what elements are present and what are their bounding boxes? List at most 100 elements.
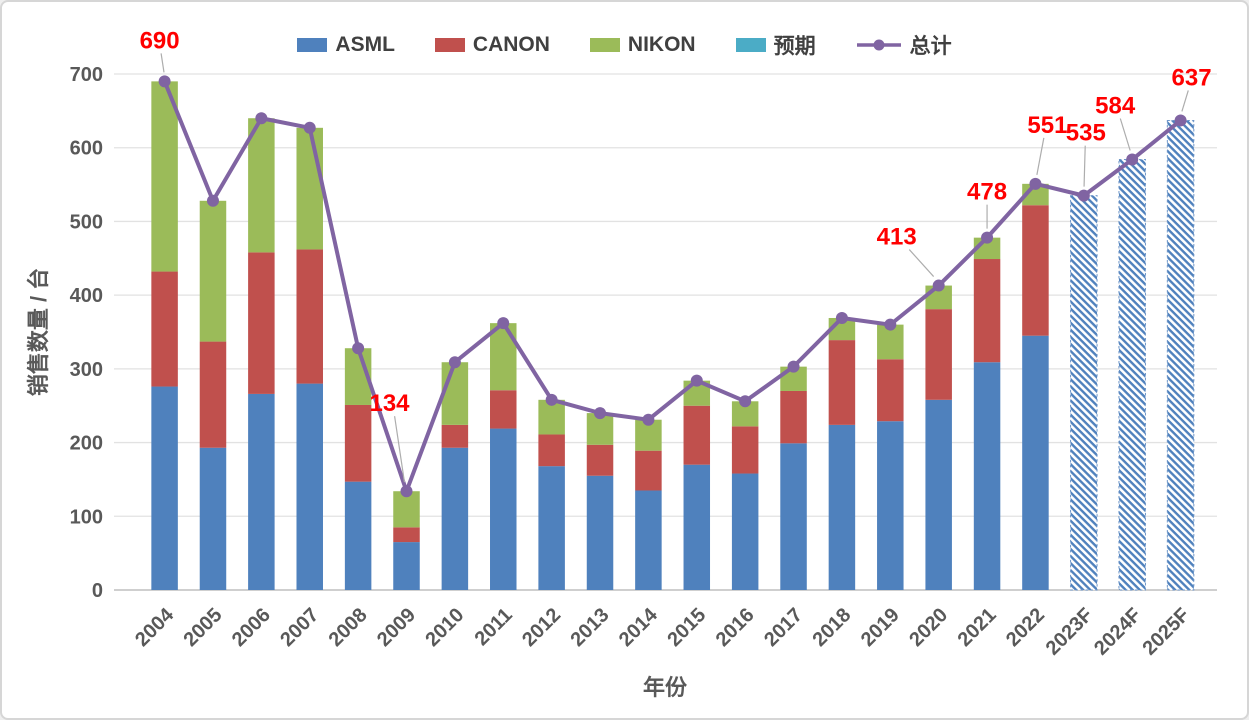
bar-segment-ASML xyxy=(828,424,856,590)
x-tick-label: 2020 xyxy=(905,604,952,651)
x-tick-label: 2023F xyxy=(1042,604,1098,660)
total-marker xyxy=(884,318,897,331)
bar-segment-CANON xyxy=(1022,205,1049,336)
bar-segment-CANON xyxy=(248,252,275,394)
bar-segment-CANON xyxy=(344,404,372,482)
bar-segment-NIKON xyxy=(441,362,469,425)
bar-segment-ASML xyxy=(973,362,1001,590)
legend-label-nikon: NIKON xyxy=(627,33,696,56)
bar-forecast xyxy=(1166,119,1195,591)
bar-segment-ASML xyxy=(635,490,662,590)
bar-segment-ASML xyxy=(877,421,904,590)
label-leader-line xyxy=(1119,118,1131,151)
bar-segment-ASML xyxy=(683,464,711,590)
bar-segment-CANON xyxy=(925,309,952,400)
legend-swatch-canon xyxy=(434,38,465,52)
label-leader-line xyxy=(908,249,935,277)
label-leader-line xyxy=(1083,145,1086,187)
total-marker xyxy=(739,395,752,408)
total-marker xyxy=(352,342,365,355)
bar-segment-CANON xyxy=(877,359,904,422)
legend-item-forecast: 预期 xyxy=(735,30,816,60)
data-label: 551 xyxy=(1027,112,1067,139)
total-marker xyxy=(1029,177,1042,190)
total-marker xyxy=(690,374,703,387)
x-axis-title: 年份 xyxy=(643,675,688,700)
total-marker xyxy=(545,393,558,406)
x-tick-label: 2012 xyxy=(518,604,565,651)
legend-label-canon: CANON xyxy=(472,33,550,56)
bar-segment-CANON xyxy=(538,434,565,467)
legend-item-nikon: NIKON xyxy=(589,33,696,57)
y-tick-label: 700 xyxy=(70,64,103,86)
x-tick-label: 2018 xyxy=(808,604,855,651)
y-axis-title: 销售数量 / 台 xyxy=(26,268,51,396)
y-tick-label: 400 xyxy=(70,285,103,307)
legend-item-total: 总计 xyxy=(856,30,952,60)
bar-segment-ASML xyxy=(393,542,420,590)
bar-segment-CANON xyxy=(780,390,807,444)
bar-segment-CANON xyxy=(393,527,420,543)
bar-segment-ASML xyxy=(490,428,517,590)
x-tick-label: 2011 xyxy=(471,604,517,650)
x-tick-label: 2007 xyxy=(276,604,323,651)
data-label: 478 xyxy=(967,179,1007,206)
bar-segment-ASML xyxy=(1022,335,1049,590)
total-marker xyxy=(400,485,413,498)
bar-segment-NIKON xyxy=(393,491,420,528)
x-tick-label: 2008 xyxy=(325,604,372,651)
bar-segment-ASML xyxy=(441,447,469,590)
bar-segment-ASML xyxy=(925,399,952,590)
y-tick-label: 0 xyxy=(92,580,103,602)
total-marker xyxy=(303,121,316,134)
total-marker xyxy=(497,317,510,330)
bar-forecast xyxy=(1070,195,1098,591)
bar-segment-NIKON xyxy=(296,127,323,250)
x-tick-label: 2019 xyxy=(857,604,904,651)
bar-segment-CANON xyxy=(731,426,759,474)
bar-segment-ASML xyxy=(248,393,275,590)
total-marker xyxy=(642,413,655,426)
bar-segment-CANON xyxy=(490,390,517,429)
bar-segment-CANON xyxy=(973,259,1001,363)
total-marker xyxy=(255,112,268,125)
legend-label-total: 总计 xyxy=(909,35,952,58)
legend-swatch-nikon xyxy=(589,38,620,52)
bar-segment-CANON xyxy=(296,249,323,384)
bar-segment-CANON xyxy=(828,340,856,425)
bar-segment-CANON xyxy=(441,424,469,448)
x-tick-label: 2009 xyxy=(373,604,420,651)
x-tick-label: 2021 xyxy=(954,604,1001,651)
y-tick-label: 100 xyxy=(70,506,103,528)
y-tick-label: 300 xyxy=(70,359,103,381)
data-label: 584 xyxy=(1095,93,1136,120)
chart-legend: ASML CANON NIKON 预期 总计 xyxy=(2,30,1247,60)
bar-segment-ASML xyxy=(731,473,759,590)
x-tick-label: 2015 xyxy=(663,604,710,651)
total-marker xyxy=(787,360,800,373)
total-marker xyxy=(1077,189,1090,202)
total-marker xyxy=(1174,114,1187,127)
x-tick-label: 2025F xyxy=(1138,604,1194,660)
legend-item-canon: CANON xyxy=(434,33,550,57)
total-marker xyxy=(835,311,848,324)
bar-segment-ASML xyxy=(151,386,178,590)
label-leader-line xyxy=(394,416,406,483)
data-label: 637 xyxy=(1172,64,1212,91)
total-marker xyxy=(981,231,994,244)
bar-forecast xyxy=(1118,159,1146,591)
bar-segment-NIKON xyxy=(490,323,517,391)
data-label: 690 xyxy=(140,27,180,54)
legend-label-forecast: 预期 xyxy=(773,35,816,58)
bar-segment-ASML xyxy=(344,481,372,590)
legend-swatch-asml xyxy=(297,38,328,52)
x-tick-label: 2006 xyxy=(228,604,275,651)
bar-segment-ASML xyxy=(199,447,227,590)
bar-segment-ASML xyxy=(538,466,565,590)
data-label: 413 xyxy=(877,224,917,251)
total-marker xyxy=(158,75,171,88)
x-tick-label: 2017 xyxy=(760,604,807,651)
x-tick-label: 2014 xyxy=(615,603,663,651)
data-label: 535 xyxy=(1066,120,1106,147)
